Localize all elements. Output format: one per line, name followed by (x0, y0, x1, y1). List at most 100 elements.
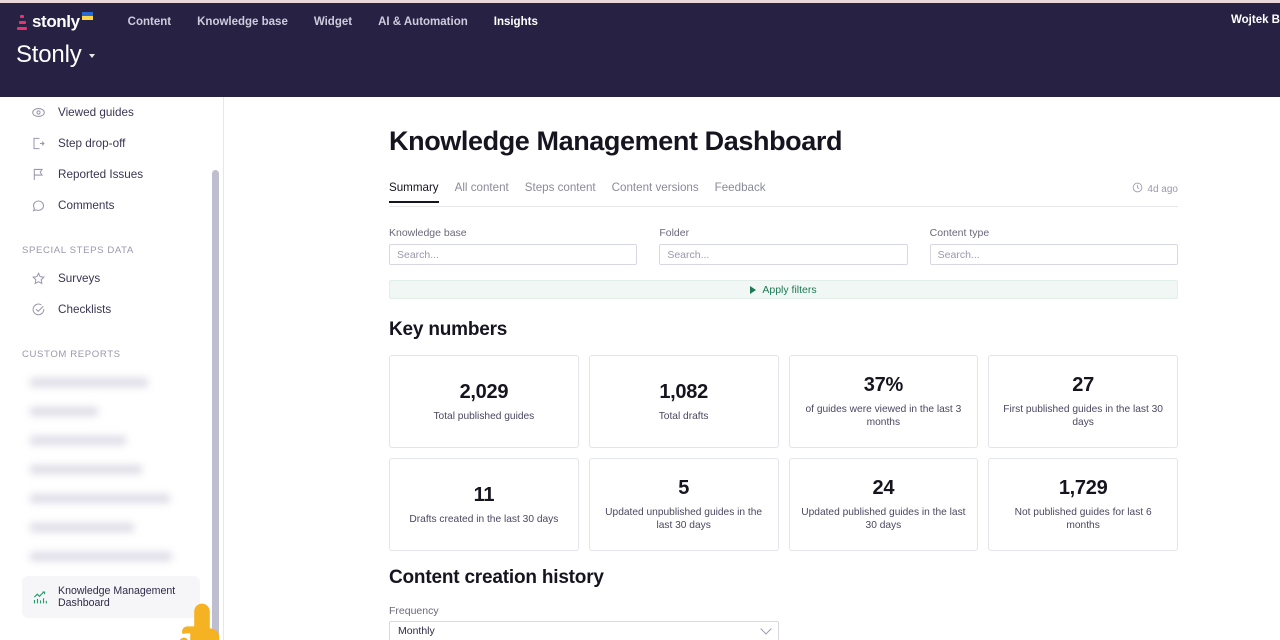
tab-steps-content[interactable]: Steps content (524, 181, 596, 194)
sidebar-section-custom-reports: CUSTOM REPORTS (22, 349, 121, 360)
kpi-label: Updated published guides in the last 30 … (801, 507, 966, 531)
check-circle-icon (30, 302, 46, 318)
kpi-card: 27 First published guides in the last 30… (988, 355, 1178, 448)
kpi-label: of guides were viewed in the last 3 mont… (805, 404, 962, 428)
sidebar-item-label: Reported Issues (58, 168, 144, 181)
tab-all-content[interactable]: All content (454, 181, 509, 194)
apply-filters-label: Apply filters (762, 283, 817, 296)
sidebar: Viewed guides Step drop-off Reported Iss… (0, 97, 224, 640)
kpi-value: 37% (863, 374, 903, 396)
step-drop-off-icon (30, 136, 46, 152)
sidebar-item-label: Viewed guides (58, 106, 134, 119)
folder-search-input[interactable] (659, 244, 908, 265)
content-creation-history-title: Content creation history (389, 567, 604, 588)
key-numbers-row-2: 11 Drafts created in the last 30 days 5 … (389, 458, 1178, 551)
list-item[interactable] (30, 436, 126, 445)
top-strip (0, 0, 1280, 3)
kpi-card: 11 Drafts created in the last 30 days (389, 458, 579, 551)
key-numbers-row-1: 2,029 Total published guides 1,082 Total… (389, 355, 1178, 448)
sidebar-item-surveys[interactable]: Surveys (0, 263, 223, 294)
filter-label: Knowledge base (389, 227, 467, 239)
sidebar-divider (223, 97, 224, 640)
tabs: Summary All content Steps content Conten… (389, 181, 1178, 203)
kpi-card: 37% of guides were viewed in the last 3 … (788, 355, 979, 448)
kpi-label: Total published guides (433, 410, 535, 422)
logo-text: stonly (32, 12, 80, 31)
tabs-bar: Summary All content Steps content Conten… (389, 181, 1178, 207)
chevron-down-icon (760, 623, 772, 635)
comment-icon (30, 198, 46, 214)
kpi-label: Drafts created in the last 30 days (409, 513, 559, 525)
stonly-logo[interactable]: stonly (16, 3, 93, 41)
sidebar-item-checklists[interactable]: Checklists (0, 294, 223, 325)
main-content: Knowledge Management Dashboard Summary A… (225, 97, 1280, 640)
sidebar-section-special-steps-data: SPECIAL STEPS DATA (22, 245, 134, 256)
workspace-switcher[interactable]: Stonly (16, 41, 95, 69)
list-item[interactable] (30, 465, 142, 474)
list-item[interactable] (30, 552, 172, 561)
nav-item-content[interactable]: Content (127, 16, 172, 28)
star-icon (30, 271, 46, 287)
tab-summary[interactable]: Summary (389, 181, 439, 203)
kpi-label: Not published guides for last 6 months (1014, 507, 1152, 531)
kpi-value: 24 (872, 477, 895, 499)
list-item[interactable] (30, 407, 98, 416)
kpi-label: First published guides in the last 30 da… (1003, 404, 1163, 428)
kpi-card: 2,029 Total published guides (389, 355, 579, 448)
sidebar-item-step-drop-off[interactable]: Step drop-off (0, 128, 223, 159)
sidebar-nav: Viewed guides Step drop-off Reported Iss… (0, 97, 223, 561)
filters-row: Knowledge base Folder Content type (389, 227, 1178, 265)
frequency-label: Frequency (389, 605, 439, 617)
sidebar-item-label: Knowledge Management Dashboard (58, 585, 176, 609)
kpi-label: Total drafts (658, 410, 709, 422)
sidebar-item-comments[interactable]: Comments (0, 190, 223, 221)
sidebar-item-label: Surveys (58, 272, 101, 285)
key-numbers-title: Key numbers (389, 319, 508, 340)
page-title: Knowledge Management Dashboard (389, 126, 843, 156)
user-menu[interactable]: Wojtek B (1231, 14, 1280, 26)
sidebar-item-knowledge-management-dashboard[interactable]: Knowledge Management Dashboard (22, 576, 200, 618)
kpi-value: 27 (1072, 374, 1094, 396)
sidebar-item-reported-issues[interactable]: Reported Issues (0, 159, 223, 190)
top-navbar: stonly Content Knowledge base Widget AI … (0, 3, 1280, 41)
custom-reports-list (0, 378, 223, 561)
tab-content-versions[interactable]: Content versions (611, 181, 699, 194)
ukraine-flag-icon (81, 12, 93, 20)
stonly-pyramid-icon (16, 15, 28, 30)
kpi-value: 11 (473, 483, 495, 506)
kpi-value: 1,082 (659, 380, 708, 403)
last-updated-text: 4d ago (1147, 183, 1178, 195)
kpi-card: 5 Updated unpublished guides in the last… (588, 458, 779, 551)
list-item[interactable] (30, 378, 148, 387)
filter-knowledge-base: Knowledge base (389, 227, 638, 265)
sidebar-item-viewed-guides[interactable]: Viewed guides (0, 97, 223, 128)
nav-item-insights[interactable]: Insights (493, 16, 538, 28)
apply-filters-button[interactable]: Apply filters (389, 280, 1178, 299)
nav-items: Content Knowledge base Widget AI & Autom… (115, 16, 551, 28)
clock-icon (1132, 182, 1143, 196)
workspace-name: Stonly (16, 41, 82, 68)
kpi-card: 1,082 Total drafts (588, 355, 779, 448)
nav-item-ai-automation[interactable]: AI & Automation (378, 16, 468, 28)
tab-feedback[interactable]: Feedback (714, 181, 766, 194)
sidebar-item-label: Comments (58, 199, 115, 212)
list-item[interactable] (30, 494, 170, 503)
flag-icon (30, 167, 46, 183)
app-header: stonly Content Knowledge base Widget AI … (0, 3, 1280, 97)
list-item[interactable] (30, 523, 134, 532)
filter-label: Folder (659, 227, 690, 239)
frequency-select[interactable]: Monthly (389, 621, 779, 640)
sidebar-item-label: Checklists (58, 303, 112, 316)
content-type-search-input[interactable] (929, 244, 1178, 265)
kpi-value: 2,029 (459, 380, 509, 403)
nav-item-knowledge-base[interactable]: Knowledge base (197, 16, 288, 28)
knowledge-base-search-input[interactable] (389, 244, 638, 265)
kpi-card: 1,729 Not published guides for last 6 mo… (988, 458, 1178, 551)
filter-label: Content type (929, 227, 990, 239)
filter-content-type: Content type (929, 227, 1178, 265)
last-updated: 4d ago (1132, 182, 1178, 196)
nav-item-widget[interactable]: Widget (313, 16, 353, 28)
play-triangle-icon (750, 285, 757, 294)
sidebar-scrollbar[interactable] (212, 170, 219, 640)
